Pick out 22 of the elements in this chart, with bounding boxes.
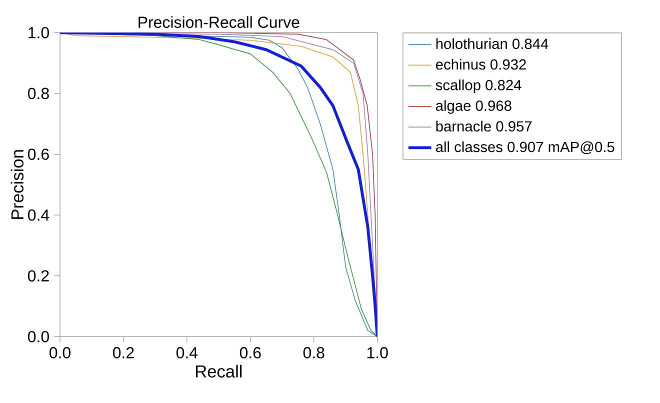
legend-label: scallop 0.824	[436, 80, 522, 94]
y-tick-label: 1.0	[28, 27, 49, 38]
legend-label: echinus 0.932	[436, 59, 526, 70]
x-tick-label: 0.4	[176, 347, 198, 359]
y-axis-title: Precision	[10, 150, 24, 220]
x-axis-title: Recall	[196, 365, 242, 378]
y-tick-label: 0.2	[28, 270, 49, 282]
legend-label: barnacle 0.957	[436, 120, 532, 132]
y-tick-label: 0.4	[28, 210, 50, 221]
y-tick-label: 0.8	[28, 88, 49, 100]
x-tick-label: 1.0	[367, 347, 388, 359]
y-tick-label: 0.6	[28, 148, 49, 160]
x-tick-label: 0.8	[303, 347, 324, 359]
x-tick-label: 0.2	[112, 347, 134, 359]
legend-label: algae 0.968	[436, 100, 512, 114]
x-tick-label: 0.0	[50, 347, 71, 359]
legend-label: holothurian 0.844	[436, 38, 548, 50]
line-series	[60, 32, 378, 337]
chart-title: Precision-Recall Curve	[138, 16, 300, 28]
y-tick-label: 0.0	[28, 331, 49, 342]
x-tick-label: 0.6	[240, 347, 261, 359]
legend-label: all classes 0.907 mAP@0.5	[436, 142, 614, 154]
